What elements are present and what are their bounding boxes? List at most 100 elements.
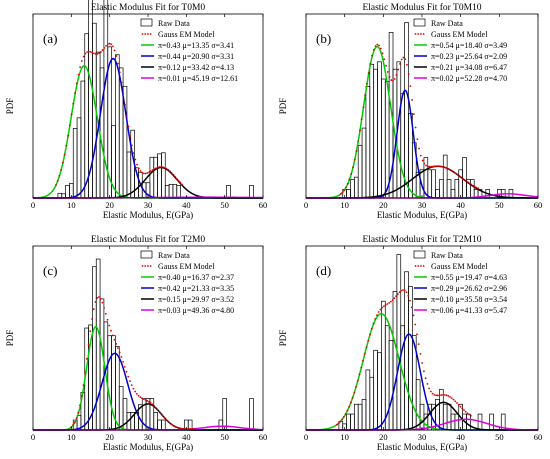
model-dot [414,126,417,129]
legend-model-dot [422,33,425,35]
legend-model-dot [144,33,147,35]
gauss-em-model-dots [55,42,183,186]
histogram-bar [450,189,456,199]
model-dot [62,161,64,164]
histogram-bar [388,340,394,431]
x-tick-label: 30 [144,432,153,442]
legend-raw-swatch [140,250,153,259]
model-dot [344,413,347,415]
histogram-bar [365,86,371,199]
histogram-bar [126,151,132,199]
model-dot [473,185,476,188]
x-tick-label: 30 [418,432,427,442]
model-dot [357,140,360,143]
model-dot [180,427,183,430]
model-dot [170,423,173,426]
model-dot [58,174,61,177]
gaussian-component-curve-1 [32,65,263,199]
legend-model-dot [147,33,149,35]
x-tick-label: 40 [456,200,465,210]
model-dot [468,413,471,416]
model-dot [77,73,80,76]
model-dot [406,63,408,66]
model-dot [438,394,441,397]
histogram-bar [489,413,494,431]
gaussian-component-curve-3 [306,401,538,431]
model-dot [466,412,469,415]
model-dot [398,291,401,294]
histogram-bar [95,258,101,431]
model-dot [374,45,377,47]
model-dot [174,175,176,178]
model-dot [442,394,444,396]
x-tick-label: 40 [182,200,191,210]
x-tick-label: 50 [220,200,229,210]
model-dot [425,164,427,167]
model-dot [409,85,412,88]
legend-component-label: π=0.06 μ=41.33 σ=5.47 [431,306,507,315]
model-dot [86,51,88,53]
histogram-bar [392,291,398,431]
model-dot [154,406,157,409]
model-dot [113,338,116,341]
model-dot [63,153,66,156]
model-dot [72,424,74,426]
x-tick-label: 10 [67,432,76,442]
model-dot [388,301,391,304]
histogram-bar [454,413,460,431]
model-dot [160,165,163,168]
model-dot [120,356,123,358]
model-dot [456,402,458,404]
panel-letter: (a) [43,31,57,46]
legend-component-label: π=0.15 μ=29.97 σ=3.52 [158,295,234,304]
model-dot [125,114,128,117]
model-dot [146,399,149,402]
y-axis-label: PDF [278,98,288,115]
model-dot [417,343,420,346]
model-dot [453,171,455,174]
model-dot [96,297,99,299]
histogram-bar [396,254,402,431]
model-dot [135,393,138,395]
model-dot [440,165,443,168]
x-tick-label: 50 [220,432,229,442]
model-dot [82,55,85,58]
model-dot [151,169,154,171]
model-dot [372,322,375,325]
legend-component-label: π=0.55 μ=19.47 σ=4.63 [431,273,507,282]
model-dot [175,426,178,428]
gauss-em-model-dots [336,289,472,426]
model-dot [187,428,190,430]
model-dot [379,47,382,50]
model-dot [89,330,92,333]
model-dot [167,168,170,171]
model-dot [168,421,171,424]
model-dot [131,144,133,147]
legend-component-label: π=0.44 μ=20.90 σ=3.31 [158,52,234,61]
histogram-bar [435,189,440,199]
x-tick-label: 20 [105,432,114,442]
model-dot [70,426,73,428]
histogram-bar [369,376,375,431]
model-dot [181,183,183,186]
chart-panel-1: 0 10 20 30 40 50 60 Elastic Modulus Fit for T0M… [5,0,267,220]
x-axis-label: Elastic Modulus, E(GPa) [377,210,467,220]
model-dot [93,52,95,55]
legend-model-label: Gauss EM Model [158,262,215,271]
model-dot [153,404,156,407]
model-dot [348,405,351,408]
histogram-bar [353,176,359,199]
x-tick-label: 30 [144,200,153,210]
model-dot [182,427,185,430]
legend-raw-label: Raw Data [431,19,463,28]
histogram-bar [365,369,371,431]
model-dot [336,423,338,426]
model-dot [163,166,166,169]
gaussian-component-curve-1 [306,312,538,431]
legend: Raw Data Gauss EM Model π=0.40 μ=16.37 σ=2… [140,250,234,315]
model-dot [70,113,73,116]
model-dot [395,74,398,76]
legend-component-label: π=0.40 μ=16.37 σ=2.37 [158,273,234,282]
histogram-bar [381,78,386,199]
model-dot [129,135,132,138]
